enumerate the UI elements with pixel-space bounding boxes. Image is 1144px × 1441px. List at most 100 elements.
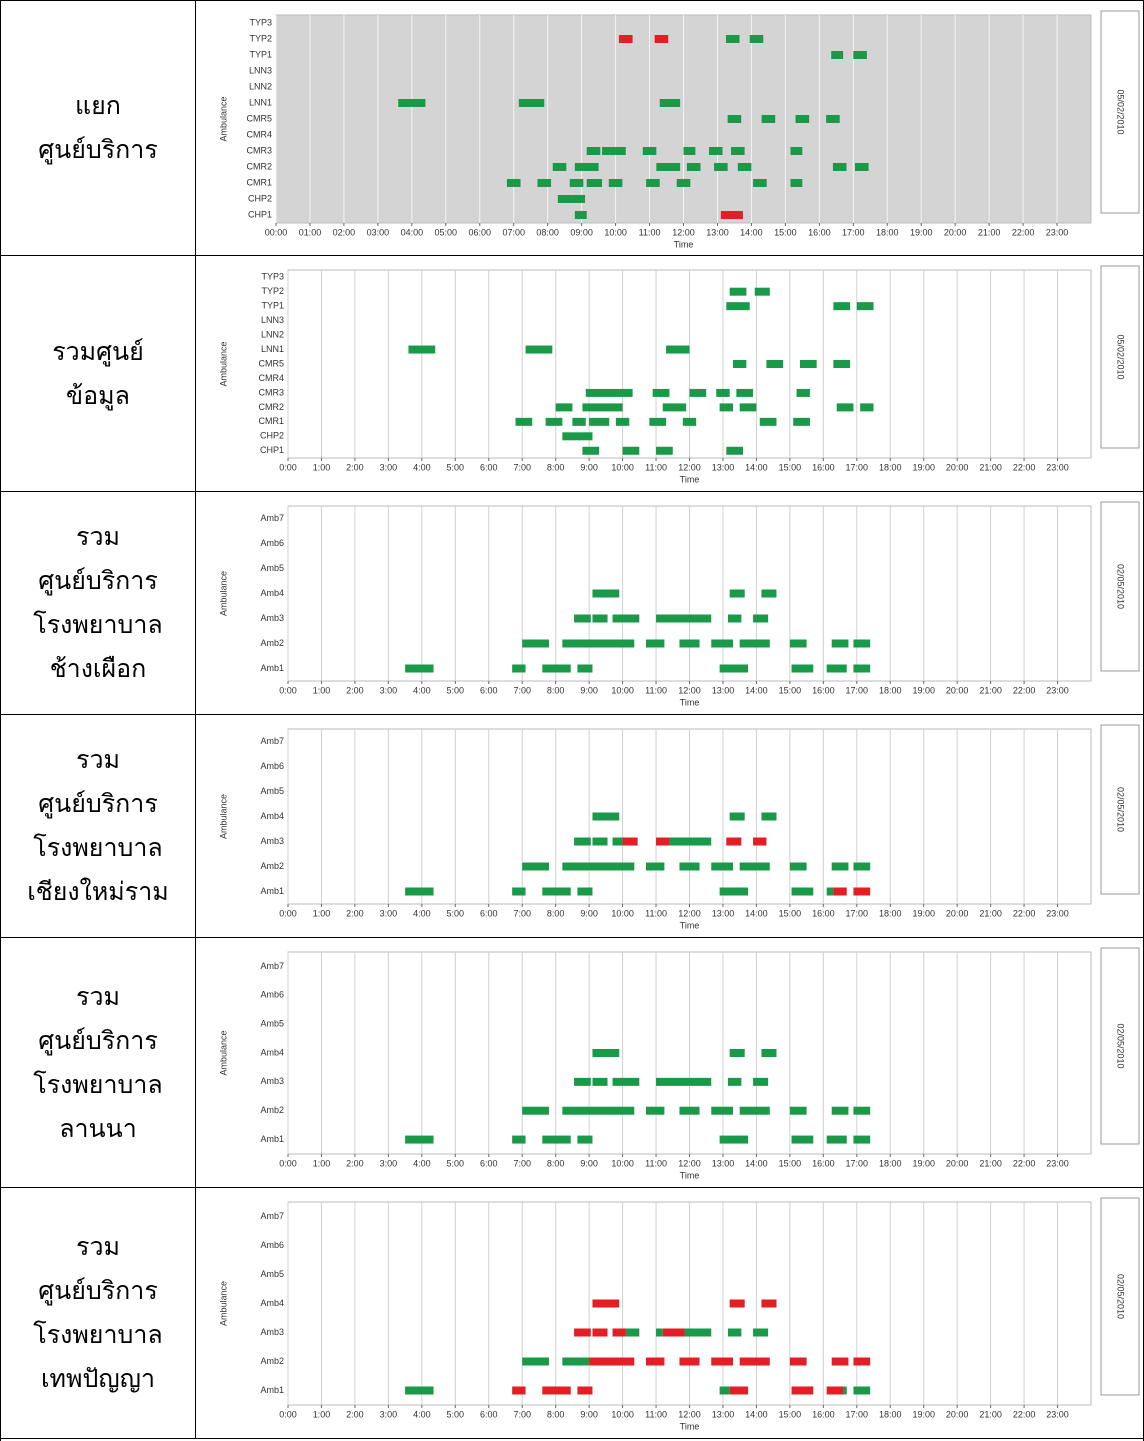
bar xyxy=(853,51,867,59)
y-tick-label: Amb2 xyxy=(260,861,284,871)
x-tick-label: 5:00 xyxy=(447,685,465,695)
bar xyxy=(586,147,601,155)
bar xyxy=(512,664,526,673)
y-axis-label: Ambulance xyxy=(218,341,228,386)
bar xyxy=(522,862,549,871)
bar xyxy=(512,1135,526,1144)
x-tick-label: 4:00 xyxy=(413,685,431,695)
bar xyxy=(608,179,623,187)
x-tick-label: 18:00 xyxy=(879,908,902,918)
x-tick-label: 02:00 xyxy=(333,227,356,237)
bar xyxy=(622,446,640,455)
x-tick-label: 23:00 xyxy=(1046,1158,1069,1168)
bar xyxy=(646,639,665,648)
bar xyxy=(646,179,660,187)
label-line: โรงพยาบาล xyxy=(33,1069,163,1099)
row-label: รวม ศูนย์บริการ โรงพยาบาล ช้างเผือก xyxy=(1,492,196,714)
bar xyxy=(666,345,690,354)
x-axis-label: Time xyxy=(680,697,700,707)
x-tick-label: 14:00 xyxy=(745,462,768,472)
y-tick-label: LNN2 xyxy=(249,81,272,91)
bar xyxy=(860,403,874,412)
y-tick-label: Amb4 xyxy=(260,1298,284,1308)
x-tick-label: 2:00 xyxy=(346,1158,364,1168)
y-tick-label: CHP2 xyxy=(260,431,284,441)
bar xyxy=(652,388,670,397)
gantt-chart: 0:00 1:00 2:00 3:00 4:00 5:00 6:00 7:00 8:00 9:00… xyxy=(218,947,1140,1180)
x-tick-label: 8:00 xyxy=(547,462,565,472)
row-label: รวม ศูนย์บริการ โรงพยาบาล เชียงใหม่ราม xyxy=(1,715,196,937)
label-line: ศูนย์บริการ xyxy=(38,566,158,595)
x-tick-label: 6:00 xyxy=(480,462,498,472)
x-tick-label: 7:00 xyxy=(513,908,531,918)
bar xyxy=(582,403,623,412)
bar xyxy=(522,1357,549,1366)
bar xyxy=(612,837,623,846)
x-tick-label: 2:00 xyxy=(346,908,364,918)
x-tick-label: 20:00 xyxy=(946,1158,969,1168)
y-tick-label: LNN1 xyxy=(261,344,284,354)
x-tick-label: 21:00 xyxy=(978,227,1001,237)
bar xyxy=(512,887,526,896)
bar xyxy=(552,163,567,171)
x-tick-label: 16:00 xyxy=(808,227,831,237)
y-tick-label: Amb6 xyxy=(260,1240,284,1250)
y-tick-label: CMR2 xyxy=(246,161,272,171)
x-tick-label: 22:00 xyxy=(1013,908,1036,918)
y-tick-label: Amb7 xyxy=(260,513,284,523)
bar xyxy=(669,837,712,846)
bar xyxy=(711,862,733,871)
y-tick-label: Amb2 xyxy=(260,638,284,648)
bar xyxy=(726,302,750,311)
gantt-chart: 0:00 1:00 2:00 3:00 4:00 5:00 6:00 7:00 8:00 9:00… xyxy=(218,501,1140,707)
y-tick-label: CHP2 xyxy=(248,193,272,203)
x-tick-label: 4:00 xyxy=(413,1409,431,1419)
bar xyxy=(582,446,600,455)
bar xyxy=(833,302,851,311)
bar xyxy=(719,1135,749,1144)
x-tick-label: 19:00 xyxy=(912,685,935,695)
x-tick-label: 17:00 xyxy=(846,908,869,918)
x-tick-label: 15:00 xyxy=(779,908,802,918)
bar xyxy=(405,887,434,896)
x-tick-label: 11:00 xyxy=(645,908,667,918)
bar xyxy=(727,1077,742,1086)
y-tick-label: CMR2 xyxy=(258,402,284,412)
bar xyxy=(753,1328,769,1337)
bar xyxy=(796,388,810,397)
x-tick-label: 19:00 xyxy=(912,1158,935,1168)
label-line: รวมศูนย์ xyxy=(52,336,144,366)
bar xyxy=(711,639,733,648)
x-tick-label: 21:00 xyxy=(979,1409,1002,1419)
bar xyxy=(574,163,599,171)
bar xyxy=(542,887,571,896)
y-tick-label: Amb4 xyxy=(260,1047,284,1057)
bar xyxy=(679,862,700,871)
x-axis-label: Time xyxy=(680,1421,700,1431)
x-tick-label: 19:00 xyxy=(912,462,935,472)
x-tick-label: 13:00 xyxy=(712,1158,735,1168)
bar xyxy=(739,1357,770,1366)
x-tick-label: 4:00 xyxy=(413,462,431,472)
y-tick-label: Amb4 xyxy=(260,588,284,598)
y-tick-label: CMR1 xyxy=(246,177,272,187)
x-tick-label: 5:00 xyxy=(447,462,465,472)
x-tick-label: 9:00 xyxy=(580,462,598,472)
bar xyxy=(506,179,521,187)
x-tick-label: 3:00 xyxy=(380,462,398,472)
bar xyxy=(761,589,777,598)
bar xyxy=(405,664,434,673)
y-tick-label: TYP2 xyxy=(261,286,284,296)
x-tick-label: 15:00 xyxy=(779,685,802,695)
date-label: 02/05/2010 xyxy=(1116,1274,1126,1319)
bar xyxy=(679,1357,700,1366)
label-line: ข้อมูล xyxy=(66,380,130,410)
bar xyxy=(405,1135,434,1144)
bar xyxy=(795,115,810,123)
bar xyxy=(719,664,749,673)
x-tick-label: 2:00 xyxy=(346,462,364,472)
bar xyxy=(683,147,696,155)
label-line: ช้างเผือก xyxy=(49,654,147,683)
bar xyxy=(714,163,728,171)
label-line: รวม xyxy=(76,1232,120,1261)
